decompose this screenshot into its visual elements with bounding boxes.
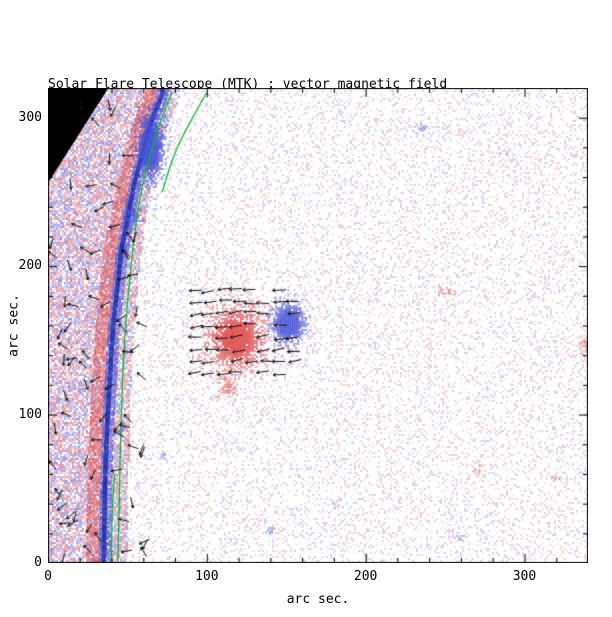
y-tick-label: 100	[18, 406, 42, 422]
x-axis-label: arc sec.	[286, 592, 350, 607]
x-tick-label: 0	[44, 569, 52, 584]
magnetogram-plot	[48, 88, 588, 563]
x-tick-label: 200	[353, 569, 378, 584]
x-tick-label: 300	[512, 569, 537, 584]
y-tick-label: 200	[18, 258, 42, 274]
x-tick-label: 100	[195, 569, 219, 584]
y-axis-label: arc sec.	[6, 294, 22, 357]
y-tick-label: 0	[34, 555, 42, 570]
y-tick-label: 300	[18, 109, 42, 125]
